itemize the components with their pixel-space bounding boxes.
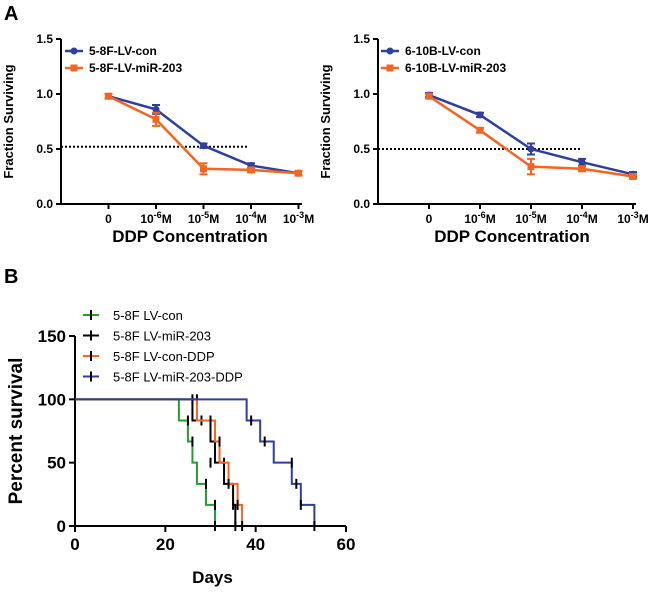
x-tick-label: 10-4M xyxy=(566,210,597,226)
data-point xyxy=(527,163,535,171)
y-tick-label: 1.0 xyxy=(36,87,53,101)
data-point xyxy=(527,145,535,153)
series-line-0 xyxy=(108,94,299,175)
chart-b-survival: 0 50 100 150 0 20 40 60 5-8F LV-con 5-8F LV-miR-2… xyxy=(6,308,355,587)
x-tick-label: 0 xyxy=(105,212,112,226)
legend-label: 5-8F LV-con xyxy=(113,308,183,323)
y-axis-label: Fraction Surviving xyxy=(318,64,333,178)
x-tick-label: 60 xyxy=(337,535,356,554)
legend-label: 5-8F-LV-miR-203 xyxy=(89,61,182,75)
y-tick-label: 0.5 xyxy=(36,142,53,156)
y-tick-label: 100 xyxy=(38,390,66,409)
chart-a-left: 0.0 0.5 1.0 1.5 0 10-6M 10-5M 10-4M 10-3M 5-8F-LV… xyxy=(1,32,314,246)
y-tick-label: 50 xyxy=(47,454,66,473)
y-axis-label: Fraction Surviving xyxy=(1,64,16,178)
legend-marker xyxy=(386,47,394,55)
data-point xyxy=(152,105,160,113)
legend-label: 5-8F LV-miR-203 xyxy=(113,329,211,344)
data-point xyxy=(476,111,484,119)
x-tick-label: 0 xyxy=(426,212,433,226)
panel-b-label: B xyxy=(4,266,18,288)
x-tick-label: 10-3M xyxy=(283,210,314,226)
y-tick-label: 0 xyxy=(57,517,66,536)
data-point xyxy=(629,173,637,180)
legend-label: 5-8F LV-miR-203-DDP xyxy=(113,370,243,385)
chart-a-right: 0.0 0.5 1.0 1.5 0 10-6M 10-5M 10-4M 10-3M 6-10B-L… xyxy=(318,32,649,246)
data-point xyxy=(105,92,112,100)
x-tick-label: 10-5M xyxy=(515,210,546,226)
y-tick-label: 0.5 xyxy=(353,142,370,156)
data-point xyxy=(247,166,255,174)
x-tick-label: 10-5M xyxy=(188,210,219,226)
legend-label: 6-10B-LV-con xyxy=(405,44,481,58)
y-tick-label: 150 xyxy=(38,327,66,346)
y-axis-label: Percent survival xyxy=(6,358,27,505)
data-point xyxy=(295,169,302,177)
x-tick-label: 20 xyxy=(156,535,175,554)
legend-label: 5-8F LV-con-DDP xyxy=(113,349,215,364)
x-tick-label: 40 xyxy=(246,535,265,554)
x-axis-label: DDP Concentration xyxy=(434,227,590,246)
panel-a-label: A xyxy=(4,3,18,25)
y-tick-label: 1.0 xyxy=(353,87,370,101)
y-tick-label: 1.5 xyxy=(353,32,370,46)
data-point xyxy=(578,158,586,166)
x-axis-label: DDP Concentration xyxy=(112,227,268,246)
data-point xyxy=(152,115,160,123)
data-point xyxy=(578,165,586,173)
data-point xyxy=(200,165,207,173)
y-tick-label: 1.5 xyxy=(36,32,53,46)
y-tick-label: 0.0 xyxy=(36,197,53,211)
data-point xyxy=(425,92,433,100)
series-line-1 xyxy=(107,95,299,175)
survival-curve-0 xyxy=(75,398,217,526)
data-point xyxy=(200,142,207,150)
legend-marker xyxy=(386,64,394,72)
x-tick-label: 10-4M xyxy=(235,210,266,226)
legend-label: 6-10B-LV-miR-203 xyxy=(405,61,506,75)
legend-label: 5-8F-LV-con xyxy=(89,44,157,58)
x-tick-label: 10-3M xyxy=(617,210,648,226)
x-tick-label: 0 xyxy=(70,535,79,554)
data-point xyxy=(476,126,484,134)
x-tick-label: 10-6M xyxy=(464,210,495,226)
y-tick-label: 0.0 xyxy=(353,197,370,211)
x-axis-label: Days xyxy=(192,568,233,587)
legend-marker xyxy=(70,47,78,55)
x-tick-label: 10-6M xyxy=(140,210,171,226)
legend-marker xyxy=(70,64,78,72)
